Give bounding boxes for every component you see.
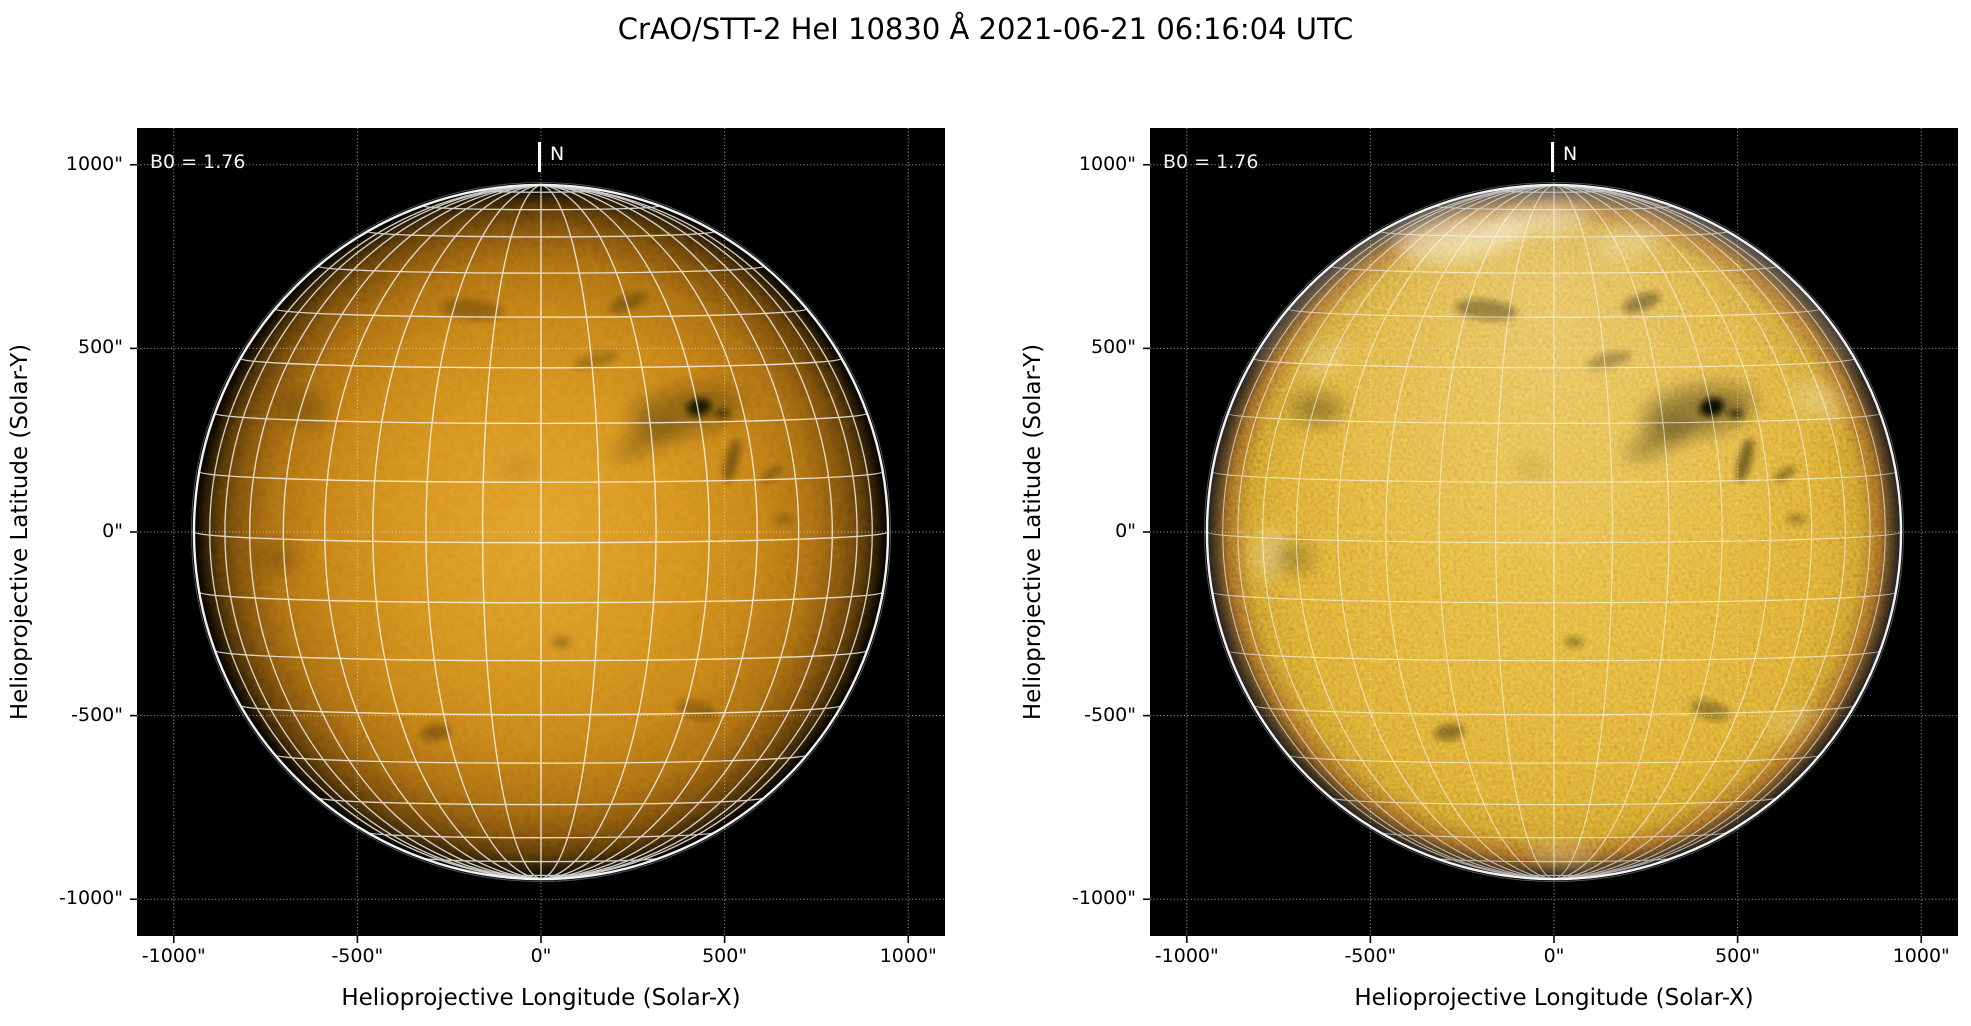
y-tick-label: -500" bbox=[71, 703, 123, 726]
x-tick-label: 0" bbox=[1543, 945, 1565, 967]
north-label: N bbox=[550, 143, 565, 165]
x-axis-label: Helioprojective Longitude (Solar-X) bbox=[1354, 985, 1754, 1011]
solar-panel-right: B0 = 1.76 N Helioprojective Longitude (S… bbox=[1020, 128, 1958, 1011]
north-pole-tick bbox=[1551, 142, 1554, 172]
y-tick-label: 500" bbox=[1090, 336, 1136, 359]
x-tick-label: 1000" bbox=[1892, 945, 1950, 967]
b0-annotation: B0 = 1.76 bbox=[150, 151, 246, 173]
y-tick-label: 1000" bbox=[65, 152, 123, 175]
x-tick-label: 0" bbox=[530, 945, 552, 967]
x-tick-label: 500" bbox=[702, 945, 748, 967]
figure-title: CrAO/STT-2 HeI 10830 Å 2021-06-21 06:16:… bbox=[617, 12, 1354, 46]
y-tick-label: -500" bbox=[1084, 703, 1136, 726]
x-tick-label: -500" bbox=[331, 945, 384, 967]
y-tick-label: 0" bbox=[102, 520, 123, 542]
x-tick-label: -1000" bbox=[1154, 945, 1219, 967]
y-tick-label: 1000" bbox=[1078, 152, 1136, 175]
x-tick-label: -1000" bbox=[141, 945, 206, 967]
x-tick-label: 500" bbox=[1715, 945, 1761, 967]
y-tick-label: 0" bbox=[1115, 520, 1136, 542]
solar-disk-plot-right bbox=[1143, 128, 1958, 943]
north-label: N bbox=[1563, 143, 1578, 165]
north-pole-tick bbox=[538, 142, 541, 172]
solar-disk-plot-left bbox=[130, 128, 945, 943]
y-tick-label: 500" bbox=[77, 336, 123, 359]
x-axis-label: Helioprojective Longitude (Solar-X) bbox=[341, 985, 741, 1011]
b0-annotation: B0 = 1.76 bbox=[1163, 151, 1259, 173]
x-tick-label: 1000" bbox=[879, 945, 937, 967]
x-tick-label: -500" bbox=[1344, 945, 1397, 967]
y-tick-label: -1000" bbox=[1072, 887, 1136, 910]
y-tick-label: -1000" bbox=[59, 887, 123, 910]
solar-panel-left: B0 = 1.76 N Helioprojective Longitude (S… bbox=[7, 128, 945, 1011]
